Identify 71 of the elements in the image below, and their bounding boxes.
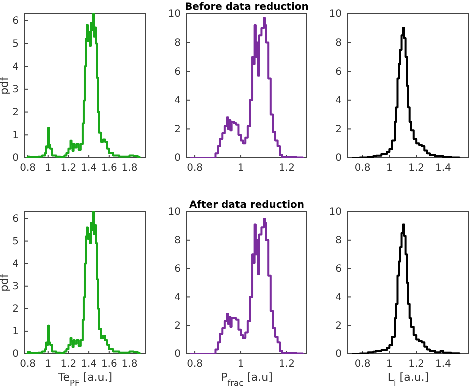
x-axis-title: P$_{frac}$ [a.u] xyxy=(221,371,273,388)
y-tick-label: 6 xyxy=(174,264,181,275)
x-tick-label: 1.2 xyxy=(408,163,425,174)
x-tick-label: 0.8 xyxy=(20,163,36,174)
x-tick-label: 1.2 xyxy=(60,359,77,370)
y-tick-label: 0 xyxy=(174,153,181,164)
y-tick-label: 4 xyxy=(174,292,181,304)
y-tick-label: 2 xyxy=(336,124,342,136)
x-tick-label: 1 xyxy=(238,359,244,370)
y-tick-label: 1 xyxy=(12,130,19,142)
y-tick-label: 2 xyxy=(174,124,181,136)
x-tick-label: 1.4 xyxy=(81,163,98,174)
x-tick-label: 1.2 xyxy=(279,359,295,370)
y-tick-label: 4 xyxy=(12,62,19,73)
y-tick-label: 8 xyxy=(336,236,342,247)
y-tick-label: 0 xyxy=(12,349,19,360)
y-tick-label: 4 xyxy=(336,292,342,304)
y-tick-label: 6 xyxy=(174,66,181,78)
y-tick-label: 10 xyxy=(168,9,181,20)
chart-title: Before data reduction xyxy=(185,2,309,13)
x-tick-label: 1 xyxy=(45,163,52,174)
x-tick-label: 1.2 xyxy=(279,163,295,174)
x-tick-label: 1 xyxy=(45,359,52,370)
y-tick-label: 6 xyxy=(336,66,342,78)
y-tick-label: 3 xyxy=(12,282,19,293)
x-tick-label: 1.8 xyxy=(122,163,138,174)
x-tick-label: 0.8 xyxy=(20,359,36,370)
chart-title: After data reduction xyxy=(189,200,305,211)
y-axis-title: pdf xyxy=(0,76,11,95)
y-tick-label: 6 xyxy=(336,264,342,275)
x-tick-label: 1.4 xyxy=(436,163,452,174)
y-tick-label: 10 xyxy=(329,9,342,20)
y-tick-label: 4 xyxy=(174,96,181,107)
x-tick-label: 0.8 xyxy=(354,163,371,174)
y-tick-label: 8 xyxy=(336,38,342,49)
y-tick-label: 2 xyxy=(336,320,342,332)
x-tick-label: 1.6 xyxy=(101,359,118,370)
y-tick-label: 2 xyxy=(174,320,181,332)
x-tick-label: 1.8 xyxy=(122,359,138,370)
y-tick-label: 4 xyxy=(12,259,19,270)
y-tick-label: 0 xyxy=(174,349,181,360)
x-axis-title: L$_{i}$ [a.u.] xyxy=(388,371,430,388)
y-tick-label: 10 xyxy=(168,207,181,218)
y-tick-label: 10 xyxy=(329,207,342,218)
y-tick-label: 3 xyxy=(12,84,19,96)
y-tick-label: 0 xyxy=(336,349,342,360)
y-tick-label: 5 xyxy=(12,236,19,248)
x-tick-label: 1 xyxy=(386,163,393,174)
y-tick-label: 1 xyxy=(12,326,19,338)
y-tick-label: 8 xyxy=(174,236,181,247)
y-axis-title: pdf xyxy=(0,272,11,292)
y-tick-label: 6 xyxy=(12,214,19,225)
x-tick-label: 1.2 xyxy=(408,359,425,370)
x-tick-label: 0.8 xyxy=(187,163,203,174)
x-tick-label: 1 xyxy=(386,359,393,370)
x-tick-label: 1 xyxy=(238,163,244,174)
x-tick-label: 0.8 xyxy=(187,359,203,370)
y-tick-label: 0 xyxy=(12,153,19,164)
y-tick-label: 2 xyxy=(12,304,19,316)
y-tick-label: 5 xyxy=(12,38,19,50)
y-tick-label: 6 xyxy=(12,16,19,28)
x-tick-label: 1.4 xyxy=(436,359,452,370)
x-axis-title: Te$_{PF}$ [a.u.] xyxy=(57,371,113,388)
x-tick-label: 1.2 xyxy=(60,163,77,174)
y-tick-label: 8 xyxy=(174,38,181,49)
y-tick-label: 4 xyxy=(336,96,342,107)
y-tick-label: 2 xyxy=(12,107,19,118)
x-tick-label: 1.4 xyxy=(81,359,98,370)
y-tick-label: 0 xyxy=(336,153,342,164)
x-tick-label: 0.8 xyxy=(354,359,371,370)
x-tick-label: 1.6 xyxy=(101,163,118,174)
